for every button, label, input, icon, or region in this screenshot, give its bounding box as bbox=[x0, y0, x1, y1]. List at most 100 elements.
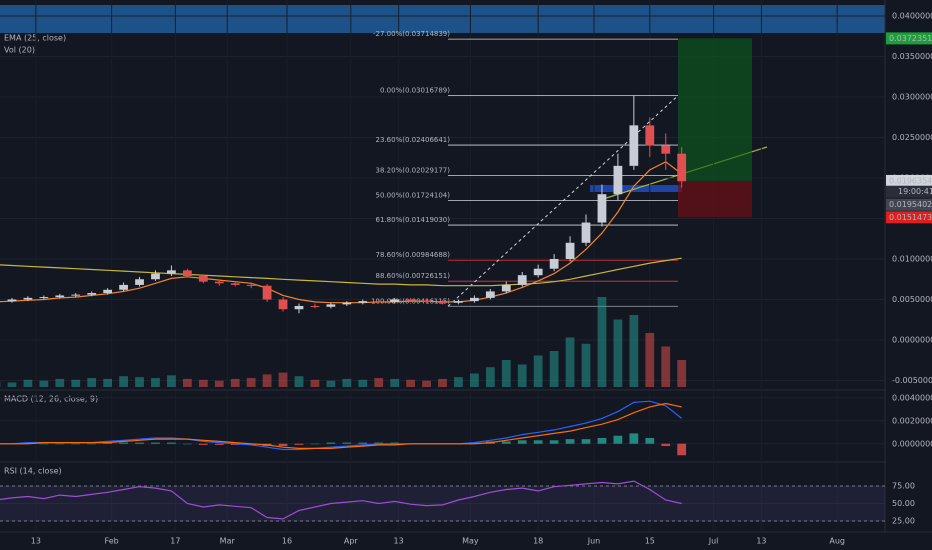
macd-histogram bbox=[565, 439, 575, 444]
fib-label: 78.60%(0.00984688) bbox=[376, 251, 451, 259]
macd-histogram bbox=[629, 433, 639, 444]
y-tick-label: 25.00 bbox=[892, 517, 915, 526]
volume-bar bbox=[182, 378, 192, 387]
volume-bar bbox=[135, 377, 144, 387]
volume-bar bbox=[374, 378, 384, 387]
x-tick-label: 16 bbox=[282, 537, 292, 546]
candle-body bbox=[549, 259, 559, 269]
volume-bar bbox=[7, 382, 17, 387]
volume-bar bbox=[533, 355, 543, 387]
macd-histogram bbox=[677, 443, 687, 456]
volume-bar bbox=[326, 380, 336, 387]
fib-label: 0.00%(0.03016789) bbox=[380, 87, 450, 95]
volume-bar bbox=[422, 380, 431, 387]
macd-histogram bbox=[390, 442, 400, 444]
volume-bar bbox=[501, 360, 511, 387]
candle-body bbox=[119, 284, 128, 290]
candle-body bbox=[278, 299, 288, 310]
rsi-band bbox=[0, 486, 885, 521]
x-tick-label: Aug bbox=[829, 537, 845, 546]
volume-bar bbox=[613, 319, 623, 387]
price-tag bbox=[886, 32, 932, 45]
volume-bar bbox=[342, 378, 352, 387]
volume-bar bbox=[262, 374, 272, 387]
x-tick-label: Feb bbox=[105, 537, 119, 546]
candle-body bbox=[230, 283, 240, 285]
volume-bar bbox=[406, 379, 415, 387]
macd-histogram bbox=[342, 442, 352, 444]
macd-histogram bbox=[39, 443, 49, 445]
x-tick-label: Apr bbox=[344, 537, 359, 546]
x-tick-label: Jun bbox=[587, 537, 601, 546]
volume-bar bbox=[565, 337, 575, 387]
y-tick-label: 0.00400000 bbox=[892, 393, 932, 402]
macd-histogram bbox=[597, 438, 607, 444]
price-tag-label: 0.01963549 bbox=[889, 176, 932, 185]
candle-body bbox=[390, 299, 400, 302]
candle-body bbox=[103, 289, 113, 294]
volume-bar bbox=[549, 351, 559, 387]
macd-histogram bbox=[326, 442, 336, 444]
volume-bar bbox=[55, 378, 65, 387]
volume-bar bbox=[310, 379, 320, 387]
moving-average bbox=[0, 161, 683, 304]
volume-bar bbox=[103, 378, 113, 387]
macd-histogram bbox=[119, 442, 128, 444]
candle-body bbox=[454, 301, 463, 303]
candle-body bbox=[677, 153, 687, 182]
indicator-label: MACD (12, 26, close, 9) bbox=[4, 395, 98, 404]
countdown-tag bbox=[886, 185, 932, 198]
loss-zone bbox=[678, 180, 752, 218]
y-tick-label: 75.00 bbox=[892, 482, 915, 491]
volume-bar bbox=[198, 379, 208, 387]
x-tick-label: 13 bbox=[31, 537, 41, 546]
price-tag bbox=[886, 198, 932, 211]
candle-body bbox=[326, 304, 336, 307]
moving-average bbox=[0, 257, 682, 287]
y-tick-label: 0.00500000 bbox=[892, 295, 932, 304]
candle-body bbox=[422, 300, 431, 302]
volume-bar bbox=[597, 297, 607, 387]
y-tick-label: 0.04000000 bbox=[892, 12, 932, 21]
volume-bar bbox=[485, 367, 495, 387]
candle-body bbox=[613, 165, 623, 195]
candle-body bbox=[581, 222, 591, 243]
x-tick-label: May bbox=[462, 537, 479, 546]
volume-bar bbox=[358, 379, 368, 387]
candle-body bbox=[438, 301, 447, 303]
candle-body bbox=[182, 270, 192, 277]
price-tag bbox=[886, 211, 932, 224]
signal-line bbox=[0, 402, 682, 449]
candle-body bbox=[294, 305, 304, 310]
candle-body bbox=[214, 281, 224, 284]
candle-body bbox=[470, 297, 479, 302]
volume-bar bbox=[214, 380, 224, 387]
y-tick-label: -0.00500000 bbox=[892, 376, 932, 385]
fib-label: -27.00%(0.03714839) bbox=[373, 30, 450, 38]
macd-histogram bbox=[135, 442, 144, 444]
symbol-banner bbox=[0, 5, 885, 33]
macd-histogram bbox=[278, 443, 288, 447]
macd-histogram bbox=[167, 442, 176, 444]
x-tick-label: 18 bbox=[533, 537, 543, 546]
candle-body bbox=[87, 293, 97, 295]
candle-body bbox=[645, 125, 655, 146]
candle-body bbox=[135, 279, 144, 285]
candle-body bbox=[71, 294, 81, 296]
y-tick-label: 0.03500000 bbox=[892, 52, 932, 61]
macd-histogram bbox=[214, 443, 224, 445]
macd-histogram bbox=[533, 440, 543, 444]
macd-histogram bbox=[294, 443, 304, 445]
rsi-line bbox=[0, 480, 682, 520]
price-tag-label: 0.01954028 bbox=[889, 200, 932, 209]
x-tick-label: Mar bbox=[220, 537, 236, 546]
macd-histogram bbox=[517, 440, 527, 444]
macd-histogram bbox=[501, 441, 511, 444]
profit-zone bbox=[678, 38, 752, 181]
volume-bar bbox=[661, 346, 671, 387]
x-tick-label: 13 bbox=[756, 537, 766, 546]
volume-bar bbox=[23, 379, 33, 387]
candle-body bbox=[198, 276, 208, 282]
candle-body bbox=[374, 301, 384, 303]
